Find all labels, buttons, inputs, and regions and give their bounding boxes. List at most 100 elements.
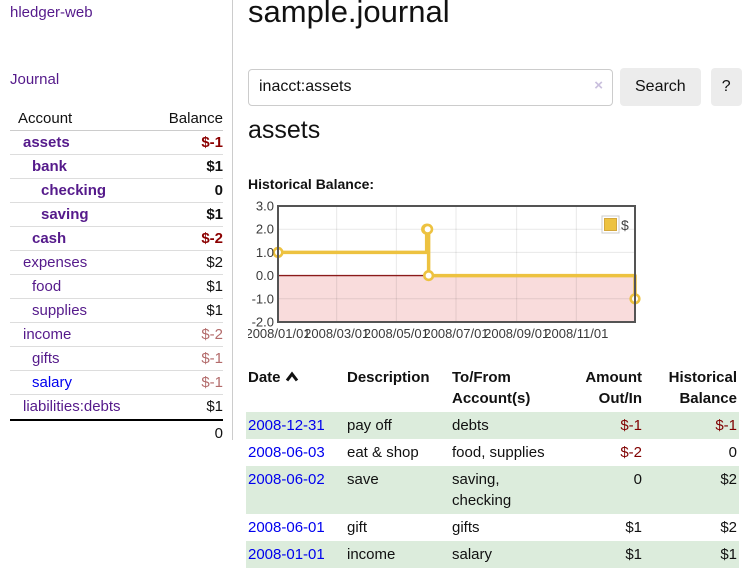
transaction-amount: $1: [625, 519, 642, 536]
register-col-header[interactable]: Date: [246, 364, 345, 412]
transaction-date-link[interactable]: 2008-01-01: [248, 546, 325, 563]
historical-balance-chart: $3.0 2.0 1.0 0.0 -1.0 -2.02008/01/012008/03/0…: [248, 199, 641, 341]
account-balance: $2: [206, 254, 223, 271]
svg-text:1.0: 1.0: [256, 245, 274, 260]
transaction-description: income: [347, 546, 396, 563]
svg-text:2008/11/01: 2008/11/01: [544, 326, 608, 341]
svg-text:$: $: [621, 217, 629, 233]
app-title-link[interactable]: hledger-web: [10, 4, 93, 21]
transaction-accounts: food, supplies: [452, 444, 545, 461]
transaction-description: save: [347, 471, 379, 488]
register-row: 2008-06-01 gift gifts $1 $2: [246, 514, 739, 541]
register-col-header: Amount Out/In: [585, 369, 642, 407]
search-button[interactable]: Search: [620, 68, 701, 106]
page-title: sample.journal: [248, 0, 450, 29]
accounts-header-balance: Balance: [168, 110, 223, 127]
transaction-description: pay off: [347, 417, 392, 434]
transaction-accounts: debts: [452, 417, 489, 434]
register-col-header: Historical Balance: [668, 369, 737, 407]
sidebar-account-row: salary $-1: [10, 371, 223, 395]
svg-text:-2.0: -2.0: [252, 315, 274, 330]
search-input[interactable]: [248, 68, 613, 106]
account-balance: $1: [206, 158, 223, 175]
svg-text:2008/07/01: 2008/07/01: [423, 326, 488, 341]
sidebar-account-row: saving $1: [10, 203, 223, 227]
transaction-balance: $2: [720, 519, 737, 536]
accounts-header: Account Balance: [10, 107, 223, 131]
transaction-amount: 0: [633, 471, 642, 488]
account-balance: $-2: [201, 326, 223, 343]
transaction-date-link[interactable]: 2008-06-03: [248, 444, 325, 461]
svg-text:2008/05/01: 2008/05/01: [364, 326, 429, 341]
register-row: 2008-06-03 eat & shop food, supplies $-2 0: [246, 439, 739, 466]
sidebar-account-row: assets $-1: [10, 131, 223, 155]
svg-text:2.0: 2.0: [256, 222, 274, 237]
transaction-date-link[interactable]: 2008-12-31: [248, 417, 325, 434]
register-row: 2008-12-31 pay off debts $-1 $-1: [246, 412, 739, 439]
svg-text:2008/01/01: 2008/01/01: [248, 326, 311, 341]
register-row: 2008-06-02 save saving, checking 0 $2: [246, 466, 739, 514]
sidebar-account-row: food $1: [10, 275, 223, 299]
svg-text:2008/09/01: 2008/09/01: [484, 326, 549, 341]
transaction-balance: 0: [728, 444, 737, 461]
chart-title: Historical Balance:: [248, 176, 375, 192]
accounts-tree: Account Balance assets $-1 bank $1 checking 0…: [10, 107, 223, 444]
account-link[interactable]: gifts: [32, 350, 60, 367]
sidebar-item-journal[interactable]: Journal: [10, 71, 60, 88]
transaction-description: eat & shop: [347, 444, 419, 461]
clear-search-icon[interactable]: ×: [594, 76, 603, 94]
register-table: Date Description To/From Account(s) Amount …: [246, 364, 739, 568]
transaction-accounts: salary: [452, 546, 493, 563]
transaction-accounts: saving, checking: [452, 471, 512, 509]
chart-legend: $: [601, 215, 629, 234]
sidebar-account-row: cash $-2: [10, 227, 223, 251]
transaction-date-link[interactable]: 2008-06-02: [248, 471, 325, 488]
sort-ascending-icon: [285, 371, 298, 382]
svg-text:3.0: 3.0: [256, 199, 274, 214]
transaction-amount: $-2: [620, 444, 642, 461]
transaction-amount: $1: [625, 546, 642, 563]
account-link[interactable]: supplies: [32, 302, 88, 319]
help-button[interactable]: ?: [710, 68, 742, 106]
account-link[interactable]: salary: [32, 374, 73, 391]
search-row: × Search ?: [248, 68, 742, 106]
transaction-amount: $-1: [620, 417, 642, 434]
register-col-header: To/From Account(s): [452, 369, 531, 407]
account-link[interactable]: liabilities:debts: [23, 398, 121, 415]
sidebar-account-row: supplies $1: [10, 299, 223, 323]
account-link[interactable]: food: [32, 278, 62, 295]
transaction-description: gift: [347, 519, 368, 536]
accounts-header-account: Account: [18, 110, 73, 127]
register-row: 2008-01-01 income salary $1 $1: [246, 541, 739, 568]
transaction-balance: $-1: [715, 417, 737, 434]
account-balance: $1: [206, 278, 223, 295]
account-balance: 0: [214, 182, 223, 199]
account-link[interactable]: cash: [32, 230, 67, 247]
account-heading: assets: [248, 116, 321, 144]
sidebar-account-row: bank $1: [10, 155, 223, 179]
sidebar: hledger-web Journal Account Balance asse…: [0, 0, 233, 442]
account-balance: $1: [206, 302, 223, 319]
svg-text:0.0: 0.0: [256, 268, 274, 283]
register-header-row: Date Description To/From Account(s) Amount …: [246, 364, 739, 412]
account-link[interactable]: income: [23, 326, 72, 343]
account-link[interactable]: bank: [32, 158, 68, 175]
account-link[interactable]: expenses: [23, 254, 88, 271]
accounts-total-row: 0: [10, 419, 223, 444]
account-link[interactable]: checking: [41, 182, 107, 199]
account-balance: $-1: [201, 350, 223, 367]
svg-text:-1.0: -1.0: [252, 291, 274, 306]
accounts-rows: assets $-1 bank $1 checking 0 saving $1 cash $-2 e…: [10, 131, 223, 419]
register-col-header: Description: [347, 369, 430, 386]
search-field-wrap: ×: [248, 68, 613, 106]
sidebar-account-row: gifts $-1: [10, 347, 223, 371]
transaction-accounts: gifts: [452, 519, 480, 536]
account-link[interactable]: saving: [41, 206, 89, 223]
account-balance: $-1: [201, 134, 223, 151]
account-link[interactable]: assets: [23, 134, 70, 151]
sidebar-account-row: checking 0: [10, 179, 223, 203]
sidebar-account-row: liabilities:debts $1: [10, 395, 223, 419]
transaction-date-link[interactable]: 2008-06-01: [248, 519, 325, 536]
transaction-balance: $1: [720, 546, 737, 563]
